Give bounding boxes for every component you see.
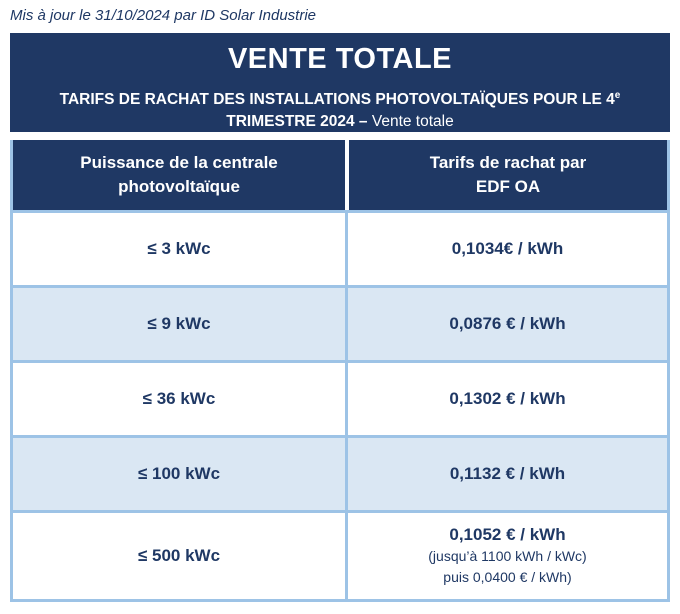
page-title: VENTE TOTALE (227, 43, 453, 75)
table-subtitle: TARIFS DE RACHAT DES INSTALLATIONS PHOTO… (10, 85, 670, 133)
tariff-note-2: puis 0,0400 € / kWh) (443, 569, 572, 585)
power-cell: ≤ 3 kWc (13, 213, 348, 285)
table-row: ≤ 500 kWc 0,1052 € / kWh (jusqu’à 1100 k… (13, 510, 667, 599)
power-cell: ≤ 100 kWc (13, 438, 348, 510)
tariff-value: 0,1034€ / kWh (451, 239, 564, 258)
power-cell: ≤ 500 kWc (13, 513, 348, 599)
title-block: VENTE TOTALE TARIFS DE RACHAT DES INSTAL… (10, 33, 670, 132)
table-row: ≤ 9 kWc 0,0876 € / kWh (13, 285, 667, 360)
subtitle-line2-bold: TRIMESTRE 2024 – (226, 113, 372, 131)
tariff-value: 0,1302 € / kWh (449, 389, 566, 408)
tariff-cell: 0,1132 € / kWh (348, 438, 667, 510)
tariff-cell: 0,1034€ / kWh (348, 213, 667, 285)
update-note: Mis à jour le 31/10/2024 par ID Solar In… (10, 7, 316, 24)
tariff-header-line2: EDF OA (475, 177, 541, 196)
tariff-cell: 0,0876 € / kWh (348, 288, 667, 360)
tariff-header-line1: Tarifs de rachat par (429, 153, 587, 172)
tariff-note-1: (jusqu’à 1100 kWh / kWc) (428, 548, 587, 564)
tariff-cell: 0,1302 € / kWh (348, 363, 667, 435)
table-row: ≤ 100 kWc 0,1132 € / kWh (13, 435, 667, 510)
power-cell: ≤ 36 kWc (13, 363, 348, 435)
tariff-value: 0,1052 € / kWh (449, 525, 566, 544)
tariff-value: 0,0876 € / kWh (449, 314, 566, 333)
power-cell: ≤ 9 kWc (13, 288, 348, 360)
subtitle-line1: TARIFS DE RACHAT DES INSTALLATIONS PHOTO… (59, 91, 615, 109)
subtitle-superscript: e (614, 90, 621, 101)
table-header-row: Puissance de la centrale photovoltaïque … (13, 140, 667, 210)
power-value: ≤ 100 kWc (137, 464, 221, 483)
power-value: ≤ 36 kWc (142, 389, 216, 408)
tariff-table: Puissance de la centrale photovoltaïque … (10, 140, 670, 602)
subtitle-line2-regular: Vente totale (371, 113, 454, 131)
table-row: ≤ 3 kWc 0,1034€ / kWh (13, 210, 667, 285)
tariff-cell: 0,1052 € / kWh (jusqu’à 1100 kWh / kWc) … (348, 513, 667, 599)
power-value: ≤ 9 kWc (147, 314, 211, 333)
tariff-value: 0,1132 € / kWh (449, 464, 566, 483)
power-header-cell: Puissance de la centrale photovoltaïque (13, 140, 349, 210)
power-header-line1: Puissance de la centrale (80, 153, 278, 172)
power-value: ≤ 3 kWc (147, 239, 211, 258)
power-value: ≤ 500 kWc (137, 546, 221, 565)
tariff-header-cell: Tarifs de rachat par EDF OA (349, 140, 667, 210)
table-row: ≤ 36 kWc 0,1302 € / kWh (13, 360, 667, 435)
power-header-line2: photovoltaïque (118, 177, 240, 196)
